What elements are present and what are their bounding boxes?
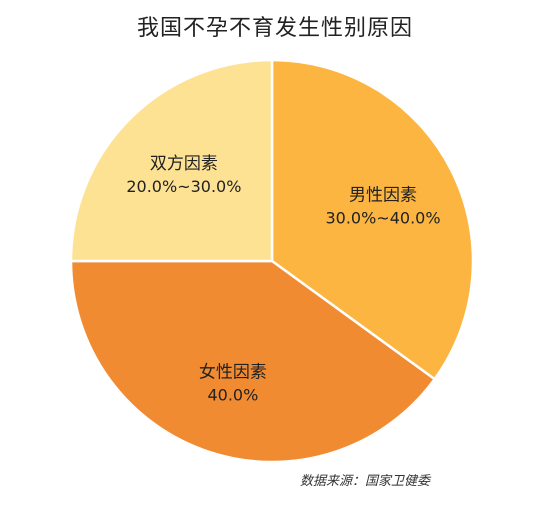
source-note: 数据来源：国家卫健委: [300, 474, 431, 489]
slice-name-label: 男性因素: [349, 185, 417, 205]
pie-slice: [69, 58, 274, 263]
chart-title: 我国不孕不育发生性别原因: [136, 16, 413, 41]
slice-value-label: 30.0%~40.0%: [325, 208, 440, 227]
pie-slice: [270, 58, 475, 381]
slice-value-label: 40.0%: [207, 385, 258, 404]
pie-slice: [69, 259, 436, 464]
slice-value-label: 20.0%~30.0%: [126, 177, 241, 196]
slice-name-label: 女性因素: [199, 362, 267, 382]
slice-name-label: 双方因素: [150, 154, 218, 174]
